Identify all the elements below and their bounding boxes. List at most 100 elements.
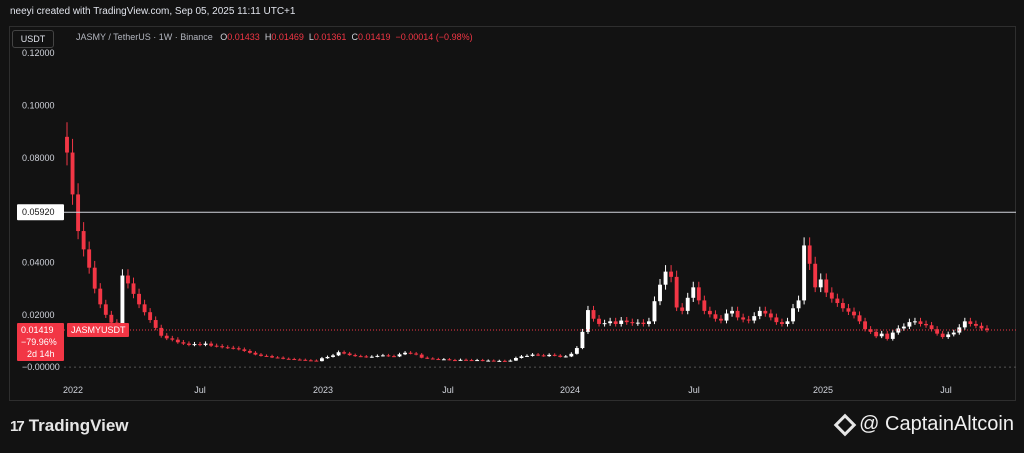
candle-body (541, 355, 546, 357)
candle-body (120, 275, 125, 326)
candle-body (957, 327, 962, 333)
candle-body (846, 308, 851, 312)
candle-body (281, 357, 286, 359)
candle-body (502, 360, 507, 362)
candle-body (469, 360, 474, 362)
candle-body (702, 300, 707, 311)
candle-body (303, 359, 308, 361)
candle-body (796, 300, 801, 309)
candle-body (314, 360, 319, 362)
binance-diamond-icon (833, 413, 857, 436)
candle-body (369, 356, 374, 358)
candle-body (164, 335, 169, 339)
change-value: −0.00014 (−0.98%) (395, 32, 473, 42)
candle-body (530, 354, 535, 356)
chart-credit: neeyi created with TradingView.com, Sep … (10, 6, 296, 17)
tradingview-mark-icon: 17 (10, 417, 25, 435)
candle-body (292, 359, 297, 361)
candle-body (181, 342, 186, 344)
candle-body (979, 325, 984, 329)
price-tag-time: 2d 14h (27, 349, 55, 359)
candle-body (225, 347, 230, 349)
symbol-tag-box (67, 323, 129, 338)
candle-body (857, 315, 862, 322)
watermark: @ CaptainAltcoin (833, 413, 1014, 436)
tradingview-logo-text: TradingView (28, 416, 129, 435)
candle-body (713, 314, 718, 319)
price-tag-box (17, 323, 64, 362)
candle-body (630, 322, 635, 324)
candle-body (829, 292, 834, 299)
candle-body (209, 343, 214, 346)
candle-body (658, 284, 662, 302)
resistance-label-box (17, 204, 64, 221)
x-tick-label: Jul (688, 385, 700, 395)
candle-body (375, 355, 380, 357)
candle-body (325, 356, 330, 359)
candle-body (220, 346, 225, 348)
candle-body (186, 343, 191, 345)
unit-button[interactable]: USDT (12, 30, 54, 48)
price-tag-price: 0.01419 (21, 325, 54, 335)
candle-body (70, 152, 75, 195)
open-key: O (220, 32, 228, 42)
close-value: 0.01419 (357, 32, 391, 42)
candle-body (109, 314, 114, 323)
y-tick-label: −0.00000 (22, 362, 60, 372)
candle-body (624, 320, 629, 323)
candle-body (436, 359, 441, 361)
watermark-text: @ CaptainAltcoin (859, 413, 1014, 435)
candle-body (419, 354, 424, 358)
candle-body (441, 359, 446, 361)
candle-body (840, 303, 845, 309)
candle-body (757, 310, 762, 317)
candle-body (608, 321, 613, 324)
candle-body (397, 354, 402, 357)
candle-body (890, 332, 895, 339)
candle-body (730, 310, 734, 314)
candle-body (879, 333, 884, 337)
candle-body (691, 287, 696, 298)
candle-body (641, 322, 646, 324)
candle-body (148, 312, 153, 321)
candle-body (818, 279, 823, 288)
candle-body (414, 353, 419, 355)
symbol-label[interactable]: JASMY / TetherUS · 1W · Binance (76, 32, 213, 42)
candle-body (696, 287, 701, 301)
candle-body (741, 317, 746, 320)
chart-panel (9, 26, 1016, 401)
candle-body (536, 354, 541, 356)
x-tick-label: Jul (442, 385, 454, 395)
candle-body (142, 304, 147, 313)
y-tick-label: 0.04000 (22, 257, 55, 267)
candle-body (331, 355, 335, 357)
candle-body (153, 320, 158, 328)
candle-body (259, 354, 263, 356)
candle-body (392, 356, 396, 358)
candle-body (824, 279, 829, 293)
candle-body (586, 310, 590, 332)
candle-body (619, 320, 624, 324)
candle-body (907, 322, 912, 327)
candle-body (685, 297, 690, 311)
candle-body (425, 357, 430, 359)
candle-body (940, 333, 945, 338)
candle-body (126, 275, 130, 284)
candle-body (935, 329, 940, 334)
candle-body (924, 323, 928, 326)
candle-body (103, 304, 108, 315)
candle-body (264, 355, 269, 357)
x-tick-label: 2023 (313, 385, 333, 395)
candle-body (719, 318, 723, 321)
resistance-label: 0.05920 (22, 207, 55, 217)
candle-body (563, 356, 568, 358)
candle-body (597, 318, 601, 324)
candle-body (231, 347, 236, 349)
candle-body (247, 350, 252, 353)
candle-body (203, 343, 208, 345)
candle-body (968, 321, 973, 324)
candle-body (270, 356, 274, 358)
candle-body (76, 194, 81, 232)
candle-body (430, 358, 435, 360)
